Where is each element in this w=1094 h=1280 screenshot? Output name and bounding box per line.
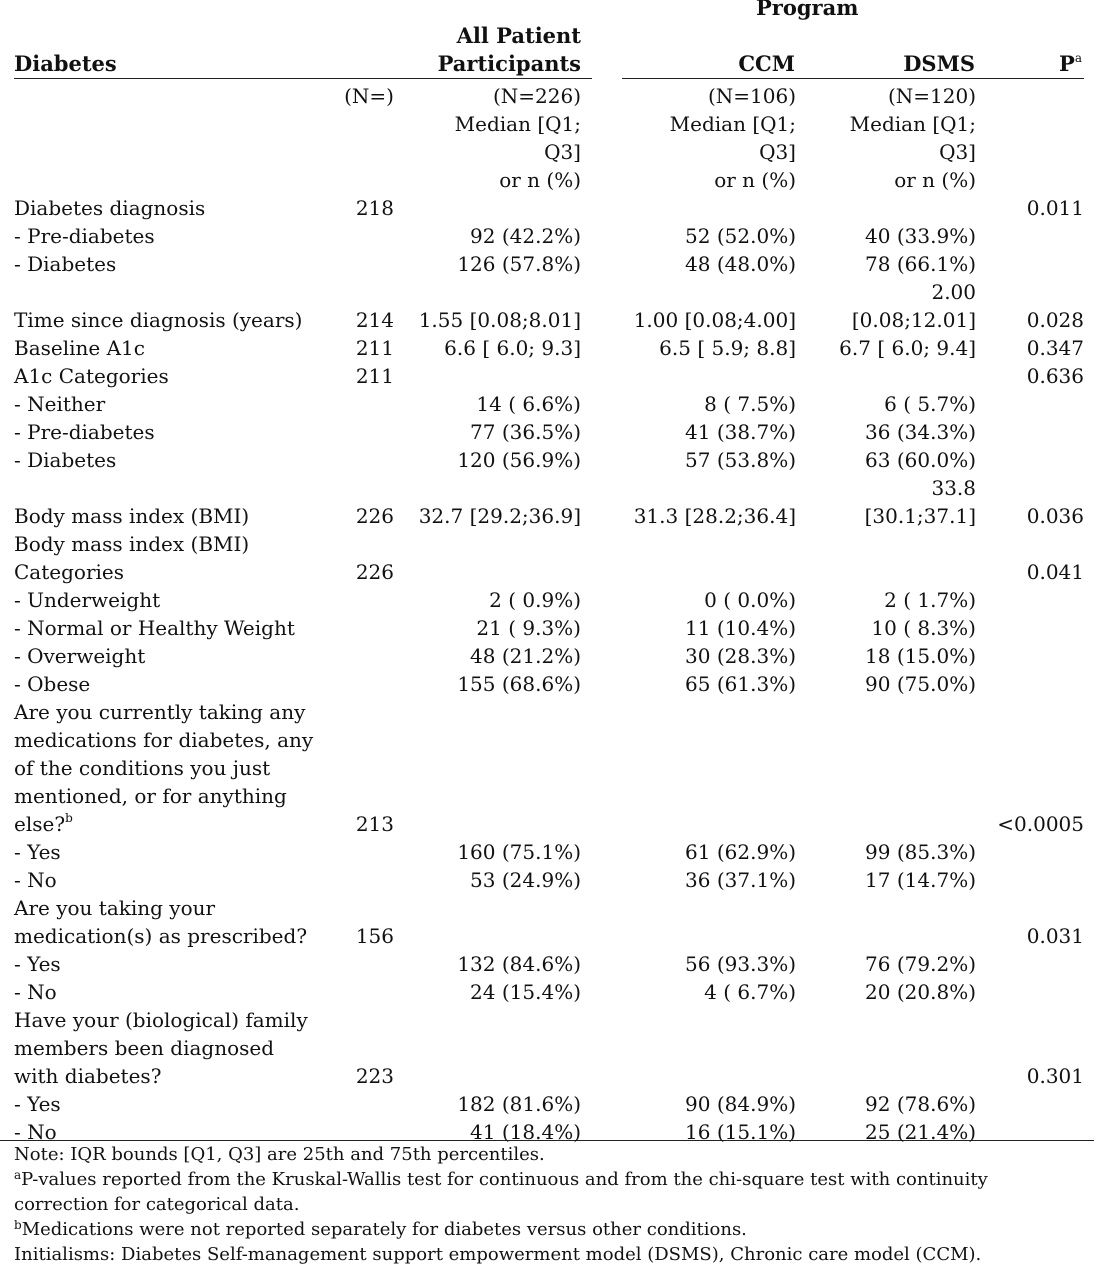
table-row: - No 53 (24.9%) 36 (37.1%) 17 (14.7%) bbox=[14, 868, 976, 892]
table-row: Have your (biological) family members be… bbox=[14, 1008, 1084, 1088]
subheader-ccm: (N=106) Median [Q1; Q3] or n (%) bbox=[669, 84, 796, 192]
note-pvalues: aP-values reported from the Kruskal-Wall… bbox=[14, 1168, 994, 1215]
table-row: - Normal or Healthy Weight 21 ( 9.3%) 11… bbox=[14, 616, 976, 640]
table-row: - Pre-diabetes 92 (42.2%) 52 (52.0%) 40 … bbox=[14, 224, 976, 248]
table-row: Are you taking your medication(s) as pre… bbox=[14, 896, 1084, 948]
header-p: Pa bbox=[1059, 50, 1082, 78]
header-p-label: P bbox=[1059, 51, 1075, 76]
table-bottom-rule bbox=[0, 1140, 1094, 1141]
subheader-dsms: (N=120) Median [Q1; Q3] or n (%) bbox=[849, 84, 976, 192]
table-row-subheader: (N=) (N=226) Median [Q1; Q3] or n (%) (N… bbox=[14, 82, 1084, 194]
header-all-line1: All Patient bbox=[456, 23, 581, 48]
table-row: Body mass index (BMI) 226 32.7 [29.2;36.… bbox=[14, 476, 1084, 528]
table-row: A1c Categories 211 0.636 bbox=[14, 364, 1084, 388]
table-row: - Diabetes 126 (57.8%) 48 (48.0%) 78 (66… bbox=[14, 252, 976, 276]
table-row: - Obese 155 (68.6%) 65 (61.3%) 90 (75.0%… bbox=[14, 672, 976, 696]
table-row: Time since diagnosis (years) 214 1.55 [0… bbox=[14, 280, 1084, 332]
table-row: Baseline A1c 211 6.6 [ 6.0; 9.3] 6.5 [ 5… bbox=[14, 336, 1084, 360]
header-diabetes: Diabetes bbox=[14, 51, 117, 76]
note-initialisms: Initialisms: Diabetes Self-management su… bbox=[14, 1244, 982, 1265]
header-p-sup: a bbox=[1074, 51, 1082, 65]
header-rule-program bbox=[622, 78, 1084, 79]
table-row: - Diabetes 120 (56.9%) 57 (53.8%) 63 (60… bbox=[14, 448, 976, 472]
subheader-all: (N=226) Median [Q1; Q3] or n (%) bbox=[454, 84, 581, 192]
header-rule-all bbox=[14, 78, 592, 79]
header-dsms: DSMS bbox=[903, 51, 975, 76]
table-row: - Pre-diabetes 77 (36.5%) 41 (38.7%) 36 … bbox=[14, 420, 976, 444]
table-row: Diabetes diagnosis 218 0.011 bbox=[14, 196, 1084, 220]
note-medications: bMedications were not reported separatel… bbox=[14, 1218, 747, 1240]
table-notes: Note: IQR bounds [Q1, Q3] are 25th and 7… bbox=[14, 1142, 1084, 1267]
table-row: - Neither 14 ( 6.6%) 8 ( 7.5%) 6 ( 5.7%) bbox=[14, 392, 976, 416]
data-table: (N=) (N=226) Median [Q1; Q3] or n (%) (N… bbox=[14, 82, 1084, 1146]
header-program: Program bbox=[756, 0, 859, 20]
table-row: - No 41 (18.4%) 16 (15.1%) 25 (21.4%) bbox=[14, 1120, 976, 1144]
note-iqr: Note: IQR bounds [Q1, Q3] are 25th and 7… bbox=[14, 1144, 545, 1165]
table-row: - No 24 (15.4%) 4 ( 6.7%) 20 (20.8%) bbox=[14, 980, 976, 1004]
table-row: Body mass index (BMI) Categories 226 0.0… bbox=[14, 532, 1084, 584]
table-row: Are you currently taking any medications… bbox=[14, 700, 1084, 836]
table-row: - Overweight 48 (21.2%) 30 (28.3%) 18 (1… bbox=[14, 644, 976, 668]
table-row: - Yes 182 (81.6%) 90 (84.9%) 92 (78.6%) bbox=[14, 1092, 976, 1116]
n-column-label: (N=) bbox=[344, 84, 394, 108]
table-row: - Yes 132 (84.6%) 56 (93.3%) 76 (79.2%) bbox=[14, 952, 976, 976]
table-row: - Underweight 2 ( 0.9%) 0 ( 0.0%) 2 ( 1.… bbox=[14, 588, 976, 612]
header-ccm: CCM bbox=[738, 51, 795, 76]
table-row: - Yes 160 (75.1%) 61 (62.9%) 99 (85.3%) bbox=[14, 840, 976, 864]
header-all-line2: Participants bbox=[437, 51, 581, 76]
